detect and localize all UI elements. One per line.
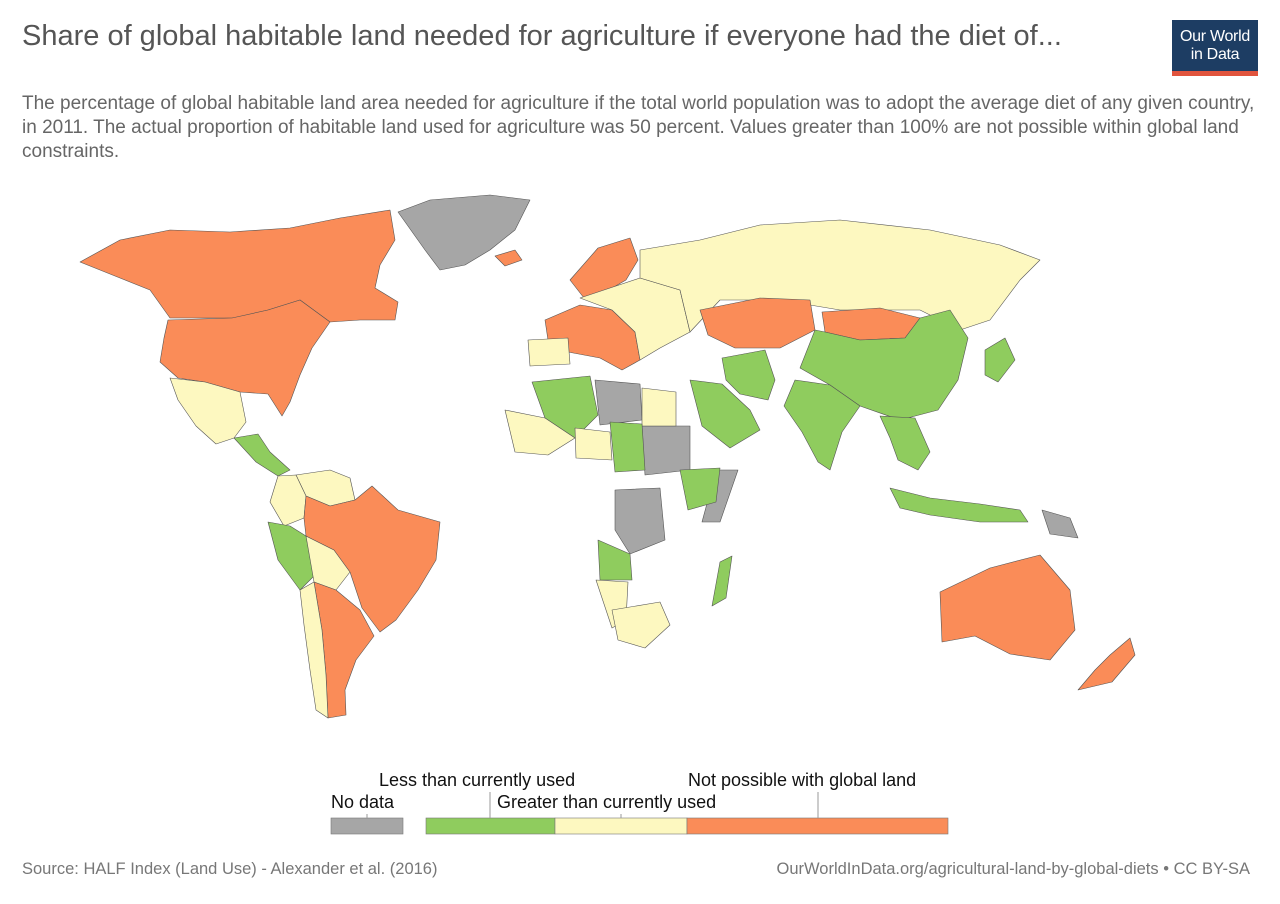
owid-logo[interactable]: Our World in Data: [1172, 20, 1258, 76]
region-libya[interactable]: Libya: [594, 379, 643, 426]
source-note: Source: HALF Index (Land Use) - Alexande…: [22, 860, 438, 878]
region-kazakhstan[interactable]: Kazakhstan: [699, 297, 816, 349]
region-brazil[interactable]: Brazil: [303, 485, 441, 633]
region-russia[interactable]: Russia: [639, 219, 1041, 333]
region-south-africa[interactable]: South Africa: [611, 601, 671, 649]
legend-label-greater-than-currently-used: Greater than currently used: [497, 792, 716, 812]
region-iceland[interactable]: Iceland: [494, 249, 523, 267]
region-greenland[interactable]: Greenland: [397, 194, 531, 271]
region-dr-congo[interactable]: DR Congo: [614, 487, 666, 555]
region-saudi-arabia[interactable]: Saudi Arabia: [689, 379, 761, 449]
region-papua-new-guinea[interactable]: Papua New Guinea: [1041, 509, 1079, 539]
region-niger[interactable]: Niger: [574, 427, 613, 461]
region-mali[interactable]: Mali: [504, 409, 576, 456]
legend-swatch-greater-than-currently-used[interactable]: [554, 817, 688, 835]
region-australia[interactable]: Australia: [939, 554, 1076, 661]
region-canada[interactable]: Canada: [79, 209, 399, 323]
region-madagascar[interactable]: Madagascar: [711, 555, 733, 607]
region-angola[interactable]: Angola: [597, 539, 633, 581]
region-algeria[interactable]: Algeria: [531, 375, 599, 439]
region-southeast-asia[interactable]: Southeast Asia: [879, 415, 931, 471]
logo-line-1: Our World: [1180, 28, 1250, 45]
world-map[interactable]: CanadaUnited StatesMexicoCentral America…: [0, 170, 1280, 760]
legend-label-not-possible-with-global-land: Not possible with global land: [688, 770, 916, 790]
legend-no-data-swatch[interactable]: [330, 817, 404, 835]
chart-title: Share of global habitable land needed fo…: [22, 20, 1062, 52]
region-iran[interactable]: Iran: [721, 349, 776, 401]
region-japan[interactable]: Japan: [984, 337, 1016, 383]
legend-no-data-label: No data: [331, 792, 395, 812]
region-chad[interactable]: Chad: [609, 421, 646, 473]
footer-url[interactable]: OurWorldInData.org/agricultural-land-by-…: [776, 860, 1250, 878]
region-indonesia[interactable]: Indonesia: [889, 487, 1029, 523]
chart-subtitle: The percentage of global habitable land …: [22, 93, 1255, 162]
region-ethiopia[interactable]: Ethiopia: [679, 467, 721, 511]
legend-swatch-less-than-currently-used[interactable]: [425, 817, 556, 835]
logo-stripe: [1172, 71, 1258, 76]
logo-line-2: in Data: [1190, 46, 1240, 63]
region-spain[interactable]: Spain: [527, 337, 571, 367]
legend-label-less-than-currently-used: Less than currently used: [379, 770, 575, 790]
region-new-zealand[interactable]: New Zealand: [1077, 637, 1136, 691]
region-central-america[interactable]: Central America: [233, 433, 291, 477]
region-chile[interactable]: Chile: [299, 581, 329, 719]
region-egypt[interactable]: Egypt: [641, 387, 677, 427]
region-india[interactable]: India: [783, 379, 861, 471]
region-sudan[interactable]: Sudan: [641, 425, 691, 476]
legend-swatch-not-possible-with-global-land[interactable]: [686, 817, 949, 835]
region-united-states[interactable]: United States: [159, 299, 331, 417]
